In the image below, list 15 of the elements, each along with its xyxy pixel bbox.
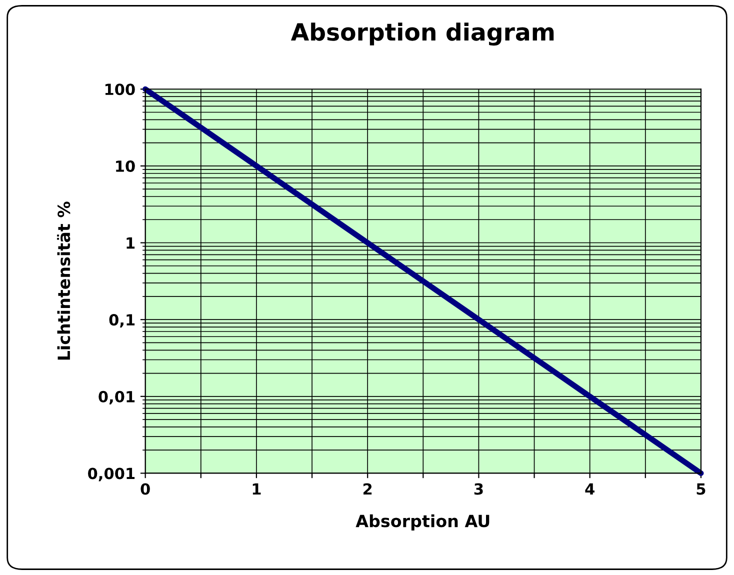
chart-title: Absorption diagram	[290, 22, 554, 46]
x-tick-label: 3	[474, 483, 483, 495]
y-tick-label: 0,01	[98, 390, 135, 404]
x-tick-label: 1	[252, 483, 261, 495]
x-tick-label: 5	[696, 483, 706, 495]
x-tick-label: 0	[140, 483, 150, 495]
y-tick-label: 0,001	[88, 468, 135, 482]
y-tick-label: 100	[105, 84, 135, 96]
y-axis-title: Lichtintensität %	[57, 202, 70, 360]
y-tick-label: 1	[126, 237, 135, 249]
y-tick-label: 0,1	[109, 314, 135, 328]
y-tick-label: 10	[116, 160, 135, 172]
x-tick-label: 2	[363, 483, 372, 495]
x-axis-title: Absorption AU	[356, 514, 490, 531]
x-tick-label: 4	[585, 483, 594, 495]
